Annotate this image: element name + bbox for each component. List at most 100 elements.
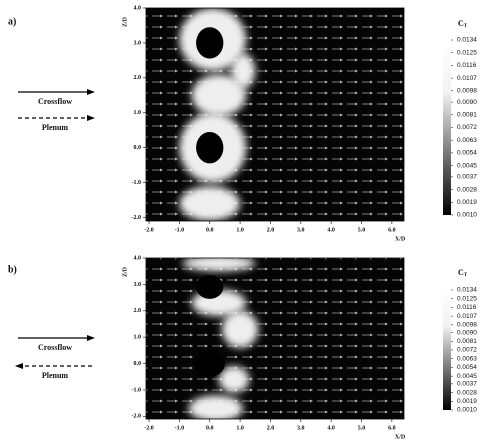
colorbar-tick-label: 0.0019 xyxy=(457,398,477,405)
colorbar xyxy=(443,290,451,410)
colorbar-tick-label: 0.0019 xyxy=(457,199,477,206)
x-tick-label: 0.0 xyxy=(206,227,214,233)
colorbar-tick-label: 0.0037 xyxy=(457,174,477,181)
colorbar-tick-label: 0.0116 xyxy=(457,62,477,69)
x-tick-label: 6.0 xyxy=(388,425,396,431)
y-tick-label: -2.0 xyxy=(132,414,142,420)
y-tick-label: -1.0 xyxy=(132,180,142,186)
x-tick-label: 6.0 xyxy=(388,227,396,233)
colorbar-tick-label: 0.0116 xyxy=(457,304,477,311)
high-ct-region xyxy=(218,366,250,393)
x-tick-label: 2.0 xyxy=(267,227,275,233)
colorbar-tick-label: 0.0134 xyxy=(457,37,477,44)
legend-label: Plenum xyxy=(42,371,69,380)
x-axis-label: X/D xyxy=(395,434,406,440)
colorbar-tick-label: 0.0045 xyxy=(457,373,477,380)
high-ct-region xyxy=(221,310,259,348)
colorbar-tick-label: 0.0054 xyxy=(457,364,477,371)
jet-hole xyxy=(194,350,225,377)
jet-hole xyxy=(196,131,224,164)
colorbar-tick-label: 0.0072 xyxy=(457,347,477,354)
y-tick-label: 1.0 xyxy=(134,335,142,341)
colorbar-tick-label: 0.0037 xyxy=(457,381,477,388)
x-tick-label: -2.0 xyxy=(144,227,154,233)
x-tick-label: 3.0 xyxy=(297,425,305,431)
colorbar-tick-label: 0.0028 xyxy=(457,389,477,396)
y-tick-label: -2.0 xyxy=(132,215,142,221)
y-tick-label: 2.0 xyxy=(134,308,142,314)
high-ct-region xyxy=(188,395,244,419)
jet-hole xyxy=(196,27,224,59)
jet-hole xyxy=(196,275,224,299)
y-axis-label: Z/D xyxy=(122,266,128,277)
high-ct-region xyxy=(230,53,256,89)
colorbar-tick-label: 0.0125 xyxy=(457,49,477,56)
panel-label: a) xyxy=(8,16,16,27)
x-axis-label: X/D xyxy=(395,236,406,242)
field xyxy=(146,8,404,221)
colorbar-tick-label: 0.0072 xyxy=(457,124,477,131)
x-tick-label: -1.0 xyxy=(175,425,185,431)
high-ct-region xyxy=(191,74,247,117)
panel-label: b) xyxy=(8,264,17,275)
legend-arrowhead xyxy=(87,335,95,341)
y-tick-label: -1.0 xyxy=(132,387,142,393)
y-axis-label: Z/D xyxy=(122,16,128,27)
high-ct-region xyxy=(182,258,256,272)
colorbar-title: CT xyxy=(458,268,468,278)
colorbar-tick-label: 0.0045 xyxy=(457,162,477,169)
high-ct-region xyxy=(179,186,241,221)
vector-arrows xyxy=(146,258,404,419)
y-tick-label: 3.0 xyxy=(134,282,142,288)
x-tick-label: 0.0 xyxy=(206,425,214,431)
legend-arrowhead xyxy=(87,115,95,121)
y-tick-label: 4.0 xyxy=(134,5,142,11)
x-tick-label: 1.0 xyxy=(236,425,244,431)
colorbar-title-main: C xyxy=(458,19,464,28)
colorbar-tick-label: 0.0063 xyxy=(457,355,477,362)
legend-label: Crossflow xyxy=(38,343,72,352)
colorbar-tick-label: 0.0010 xyxy=(457,212,477,219)
legend-label: Crossflow xyxy=(38,97,72,106)
y-tick-label: 2.0 xyxy=(134,75,142,81)
colorbar-tick-label: 0.0081 xyxy=(457,112,477,119)
y-tick-label: 0.0 xyxy=(134,361,142,367)
colorbar-title-sub: T xyxy=(464,24,468,29)
colorbar-title-main: C xyxy=(458,268,464,277)
y-tick-label: 4.0 xyxy=(134,255,142,261)
y-tick-label: 0.0 xyxy=(134,145,142,151)
colorbar-tick-label: 0.0054 xyxy=(457,150,477,157)
x-tick-label: 5.0 xyxy=(358,227,366,233)
y-tick-label: 3.0 xyxy=(134,40,142,46)
colorbar-tick-label: 0.0090 xyxy=(457,99,477,106)
colorbar-tick-label: 0.0063 xyxy=(457,137,477,144)
x-tick-label: 3.0 xyxy=(297,227,305,233)
colorbar-tick-label: 0.0010 xyxy=(457,407,477,414)
colorbar-tick-label: 0.0028 xyxy=(457,186,477,193)
y-tick-label: 1.0 xyxy=(134,110,142,116)
legend-label: Plenum xyxy=(42,123,69,132)
colorbar-tick-label: 0.0107 xyxy=(457,75,477,82)
x-tick-label: 2.0 xyxy=(267,425,275,431)
colorbar-tick-label: 0.0125 xyxy=(457,295,477,302)
colorbar-tick-label: 0.0107 xyxy=(457,313,477,320)
colorbar-tick-label: 0.0090 xyxy=(457,329,477,336)
legend-arrowhead xyxy=(15,363,23,369)
colorbar-tick-label: 0.0098 xyxy=(457,322,477,329)
x-tick-label: 1.0 xyxy=(236,227,244,233)
colorbar-tick-label: 0.0081 xyxy=(457,338,477,345)
colorbar-tick-label: 0.0098 xyxy=(457,88,477,95)
colorbar-title: CT xyxy=(458,19,468,29)
x-tick-label: -2.0 xyxy=(144,425,154,431)
plot-frame xyxy=(145,257,405,420)
x-tick-label: 4.0 xyxy=(327,425,335,431)
field xyxy=(146,258,404,419)
x-tick-label: -1.0 xyxy=(175,227,185,233)
x-tick-label: 5.0 xyxy=(358,425,366,431)
colorbar xyxy=(443,40,451,215)
colorbar-tick-label: 0.0134 xyxy=(457,287,477,294)
legend-arrowhead xyxy=(87,89,95,95)
plot-frame xyxy=(145,7,405,222)
x-tick-label: 4.0 xyxy=(327,227,335,233)
